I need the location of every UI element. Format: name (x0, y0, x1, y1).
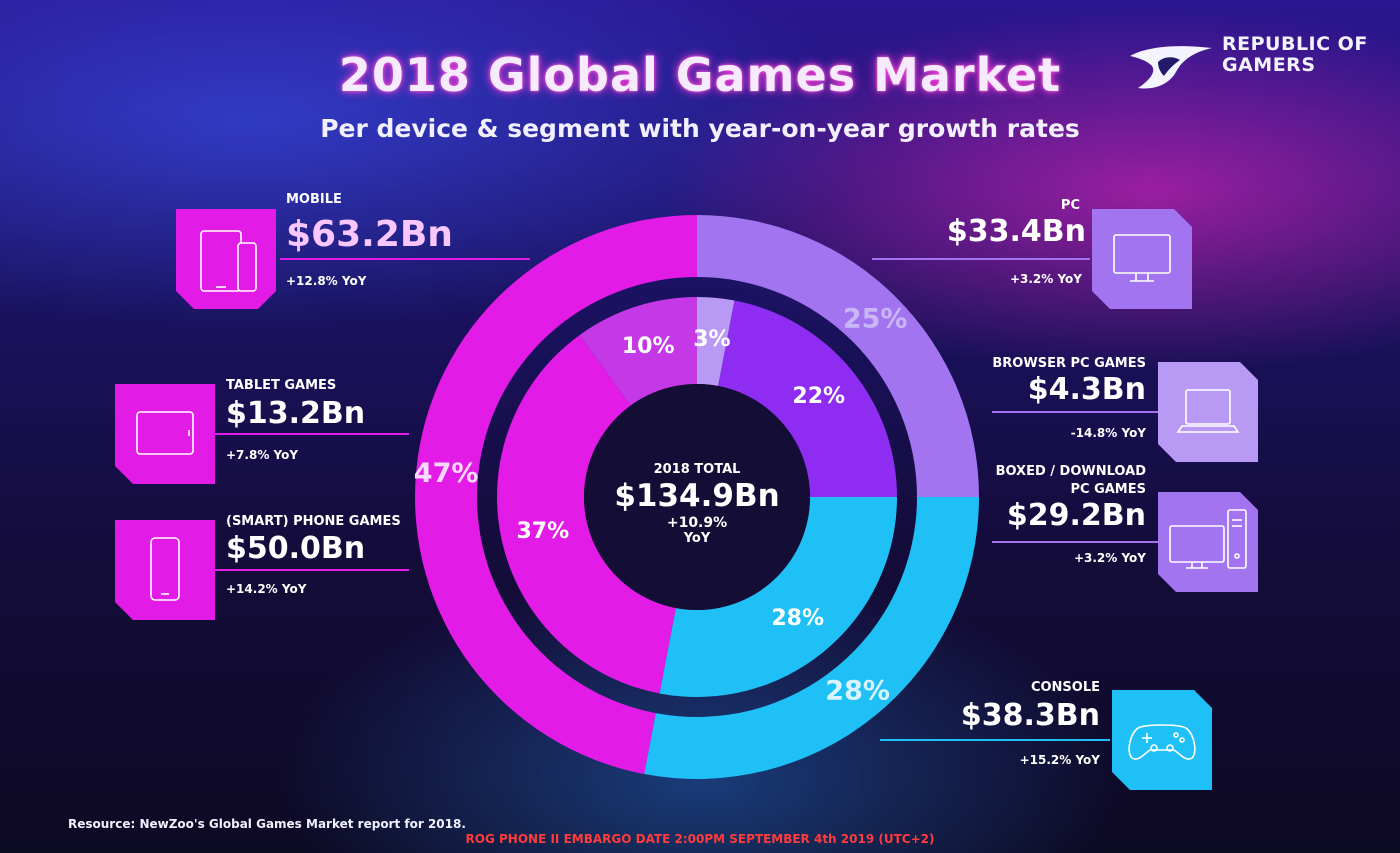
phone-connector-line (214, 569, 409, 571)
desktop-tower-icon (1169, 509, 1247, 569)
inner-slice-tablet-games (579, 297, 697, 406)
mobile-connector-line (280, 258, 530, 260)
console-label: CONSOLE (1030, 680, 1100, 695)
mobile-icon-box (176, 209, 276, 309)
boxed-label-line-1: BOXED / DOWNLOAD (995, 464, 1146, 479)
tablet-connector-line (214, 433, 409, 435)
pc-connector-line (872, 258, 1090, 260)
tablet-phone-icon (200, 230, 257, 292)
inner-slice-boxed-download-pc-games (718, 300, 897, 497)
brand-name: REPUBLIC OF GAMERS (1222, 34, 1368, 76)
tablet-label: TABLET GAMES (226, 378, 337, 393)
outer-label-pc: 25% (843, 303, 908, 334)
brand-line-1: REPUBLIC OF (1222, 33, 1368, 55)
outer-slice-console (644, 497, 979, 779)
boxed-label-line-2: PC GAMES (1070, 482, 1146, 497)
console-value: $38.3Bn (960, 698, 1100, 733)
embargo-note: ROG PHONE II EMBARGO DATE 2:00PM SEPTEMB… (465, 832, 935, 846)
inner-slice-console (659, 497, 898, 697)
inner-slice-browser-pc-games (697, 297, 735, 387)
browser-icon-box (1158, 362, 1258, 462)
inner-label-browser-pc-games: 3% (693, 327, 730, 352)
outer-label-console: 28% (825, 676, 890, 707)
mobile-value: $63.2Bn (286, 214, 453, 255)
center-total: 2018 TOTAL $134.9Bn +10.9% YoY (597, 462, 797, 546)
pc-growth: +3.2% YoY (1009, 272, 1082, 286)
inner-label-tablet-games: 10% (622, 334, 675, 359)
boxed-growth: +3.2% YoY (1073, 551, 1146, 565)
gamepad-icon (1128, 724, 1196, 760)
phone-icon (150, 537, 180, 601)
monitor-icon (1113, 234, 1171, 282)
inner-slice-smart-phone-games (496, 335, 676, 694)
donut-center-hole (584, 384, 810, 610)
browser-value: $4.3Bn (1027, 372, 1146, 407)
outer-label-mobile: 47% (414, 458, 479, 489)
boxed-connector-line (992, 541, 1158, 543)
inner-label-smart-phone-games: 37% (516, 519, 569, 544)
page-subtitle: Per device & segment with year-on-year g… (320, 114, 1080, 143)
console-growth: +15.2% YoY (1019, 753, 1100, 767)
rog-eye-logo-icon (1130, 46, 1212, 89)
ring-labels: 25% 28% 47% 3% 22% 28% 37% 10% (414, 303, 908, 706)
phone-value: $50.0Bn (226, 531, 366, 566)
phone-growth: +14.2% YoY (226, 582, 307, 596)
mobile-growth: +12.8% YoY (286, 274, 367, 288)
browser-growth: -14.8% YoY (1070, 426, 1146, 440)
console-connector-line (880, 739, 1110, 741)
boxed-value: $29.2Bn (1006, 498, 1146, 533)
page-title: 2018 Global Games Market (338, 48, 1062, 102)
brand-line-2: GAMERS (1222, 54, 1316, 76)
tablet-growth: +7.8% YoY (226, 448, 299, 462)
browser-label: BROWSER PC GAMES (992, 356, 1146, 371)
inner-ring (496, 297, 898, 697)
center-value: $134.9Bn (614, 478, 780, 514)
boxed-icon-box (1158, 492, 1258, 592)
tablet-value: $13.2Bn (226, 396, 366, 431)
mobile-label: MOBILE (286, 192, 342, 207)
pc-label: PC (1060, 198, 1080, 213)
tablet-icon (136, 411, 194, 455)
phone-label: (SMART) PHONE GAMES (226, 514, 401, 529)
outer-ring (415, 215, 979, 779)
pc-value: $33.4Bn (946, 214, 1086, 249)
center-label: 2018 TOTAL (653, 462, 741, 477)
source-note: Resource: NewZoo's Global Games Market r… (68, 817, 466, 831)
center-growth-line-2: YoY (683, 531, 711, 546)
phone-icon-box (115, 520, 215, 620)
outer-slice-mobile (415, 215, 697, 775)
console-icon-box (1112, 690, 1212, 790)
laptop-icon (1176, 389, 1240, 433)
inner-label-console: 28% (771, 606, 824, 631)
outer-slice-pc (697, 215, 979, 497)
inner-label-boxed-download-pc-games: 22% (792, 384, 845, 409)
browser-connector-line (992, 411, 1158, 413)
tablet-icon-box (115, 384, 215, 484)
pc-icon-box (1092, 209, 1192, 309)
center-growth-line-1: +10.9% (666, 515, 728, 531)
